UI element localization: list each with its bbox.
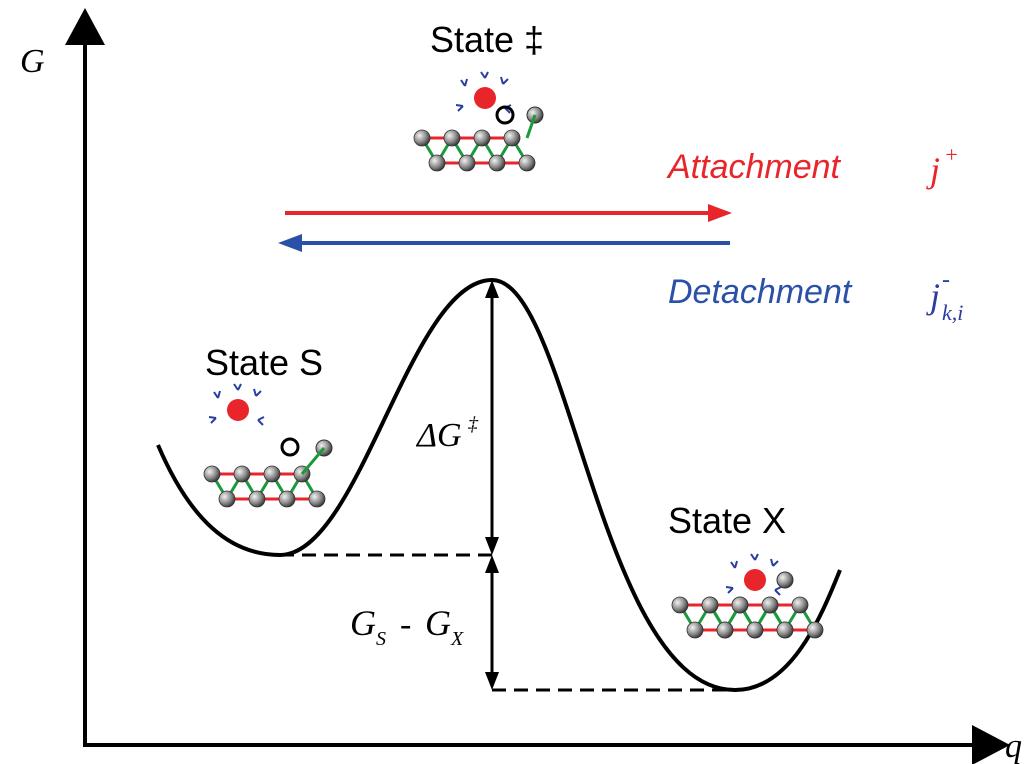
state-label: State X <box>668 500 786 541</box>
attachment-symbol: j <box>926 150 940 190</box>
barrier-superscript: ‡ <box>468 413 479 435</box>
y-axis-label: G <box>20 43 45 80</box>
detachment-label: Detachment <box>668 273 853 311</box>
attachment-superscript: + <box>944 142 959 167</box>
illustration-state-x <box>672 554 823 638</box>
attachment-label: Attachment <box>666 148 842 186</box>
barrier-arrows <box>485 280 499 690</box>
detachment-symbol: j <box>926 276 940 316</box>
dashed-levels <box>280 555 735 690</box>
detachment-superscript: - <box>942 267 950 293</box>
difference-operator: - <box>400 606 411 643</box>
illustration-transition <box>414 72 543 171</box>
barrier-symbol: ΔG <box>415 417 462 454</box>
illustration-state-s <box>204 384 332 507</box>
difference-left: G <box>350 603 376 643</box>
difference-right-sub: X <box>450 628 464 650</box>
difference-left-sub: S <box>376 628 386 650</box>
diagram: G q Attachment j + Detachment j - k,i St… <box>0 0 1031 764</box>
state-label: State S <box>205 342 323 383</box>
detachment-subscript: k,i <box>942 300 963 325</box>
axes <box>83 40 975 745</box>
x-axis-label: q <box>1005 728 1022 764</box>
detachment-arrowhead <box>278 234 302 252</box>
difference-right: G <box>425 603 451 643</box>
attachment-arrowhead <box>708 204 732 222</box>
y-arrowhead <box>65 8 105 45</box>
state-label: State ‡ <box>430 19 544 60</box>
difference-label: G S - G X <box>350 603 464 650</box>
